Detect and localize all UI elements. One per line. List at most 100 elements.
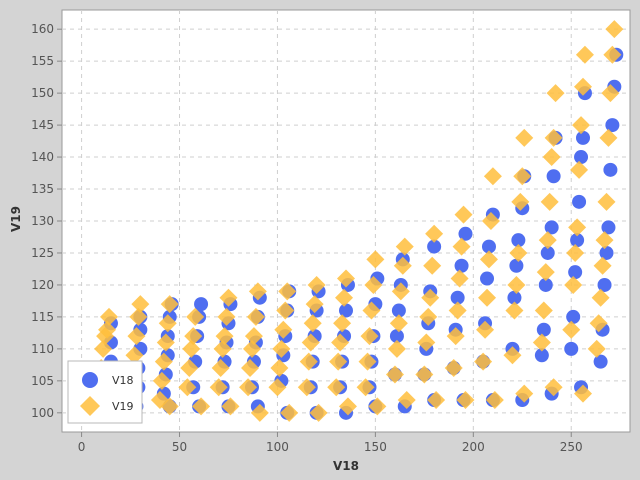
point-v18: [509, 258, 524, 273]
point-v19: [244, 327, 263, 346]
point-v19: [540, 192, 559, 211]
data-points: [92, 20, 624, 422]
point-v19: [419, 307, 438, 326]
y-axis: 100 105 110 115 120 125 130 135 140 145 150 155 160: [31, 22, 62, 420]
point-v18: [339, 303, 353, 318]
point-v18: [601, 220, 616, 235]
point-v19: [152, 371, 171, 390]
point-v18: [572, 194, 587, 209]
point-v19: [393, 256, 412, 275]
point-v19: [572, 116, 591, 135]
point-v19: [415, 365, 434, 384]
point-v19: [509, 243, 528, 262]
point-v19: [505, 301, 524, 320]
point-v19: [446, 327, 465, 346]
point-v19: [303, 314, 322, 333]
point-v19: [158, 314, 177, 333]
point-v19: [603, 45, 622, 64]
point-v18: [564, 341, 579, 356]
point-v18: [194, 297, 209, 312]
point-v19: [358, 352, 377, 371]
point-v19: [474, 352, 493, 371]
point-v19: [546, 84, 565, 103]
point-v19: [391, 282, 410, 301]
point-v19: [362, 301, 381, 320]
point-v19: [538, 231, 557, 250]
y-tick-label: 100: [31, 406, 54, 420]
point-v19: [274, 320, 293, 339]
point-v18: [599, 245, 614, 260]
point-v19: [511, 192, 530, 211]
point-v19: [129, 307, 148, 326]
point-v19: [389, 314, 408, 333]
x-tick-label: 50: [172, 440, 187, 454]
point-v19: [268, 378, 287, 397]
point-v19: [338, 397, 357, 416]
point-v19: [593, 256, 612, 275]
point-v19: [154, 352, 173, 371]
point-v19: [536, 263, 555, 282]
point-v19: [454, 205, 473, 224]
point-v18: [511, 233, 526, 248]
point-v19: [276, 301, 295, 320]
point-v19: [241, 359, 260, 378]
y-tick-label: 155: [31, 54, 54, 68]
legend: V18 V19: [67, 360, 143, 424]
point-v19: [597, 192, 616, 211]
point-v19: [333, 314, 352, 333]
point-v19: [507, 275, 526, 294]
point-v19: [280, 403, 299, 422]
point-v19: [566, 243, 585, 262]
point-v18: [481, 239, 496, 254]
point-v19: [192, 397, 211, 416]
point-v19: [605, 20, 624, 39]
point-v19: [448, 301, 467, 320]
point-v19: [98, 320, 117, 339]
point-v19: [515, 128, 534, 147]
point-v19: [513, 167, 532, 186]
point-v19: [532, 333, 551, 352]
x-tick-label: 250: [560, 440, 583, 454]
point-v19: [356, 378, 375, 397]
point-v19: [299, 352, 318, 371]
point-v19: [337, 269, 355, 288]
point-v19: [366, 250, 385, 269]
point-v19: [94, 339, 113, 358]
point-v19: [599, 128, 618, 147]
point-v19: [156, 333, 175, 352]
point-v18: [546, 169, 561, 184]
point-v19: [544, 128, 563, 147]
point-v19: [219, 288, 238, 307]
point-v19: [450, 269, 469, 288]
x-axis: 0 50 100 150 200 250: [78, 432, 583, 454]
series-v19: [92, 20, 624, 422]
y-tick-label: 160: [31, 22, 54, 36]
point-v19: [270, 359, 289, 378]
point-v19: [456, 391, 475, 410]
point-v19: [239, 378, 258, 397]
point-v19: [425, 224, 444, 243]
point-v19: [387, 339, 406, 358]
point-v18: [458, 226, 473, 241]
y-tick-label: 130: [31, 214, 54, 228]
y-tick-label: 125: [31, 246, 54, 260]
legend-marker-v18: [82, 372, 98, 388]
x-axis-title: V18: [333, 459, 359, 473]
gridlines: [62, 10, 630, 432]
y-tick-label: 150: [31, 86, 54, 100]
point-v18: [597, 277, 612, 292]
legend-label-v19: V19: [112, 400, 134, 413]
point-v19: [573, 77, 592, 96]
y-tick-label: 120: [31, 278, 54, 292]
x-tick-label: 150: [364, 440, 387, 454]
point-v19: [483, 167, 502, 186]
legend-label-v18: V18: [112, 374, 134, 387]
point-v19: [444, 359, 463, 378]
point-v19: [221, 397, 240, 416]
point-v19: [178, 378, 197, 397]
point-v19: [209, 378, 228, 397]
point-v19: [562, 320, 581, 339]
point-v18: [544, 220, 559, 235]
point-v18: [507, 290, 522, 305]
